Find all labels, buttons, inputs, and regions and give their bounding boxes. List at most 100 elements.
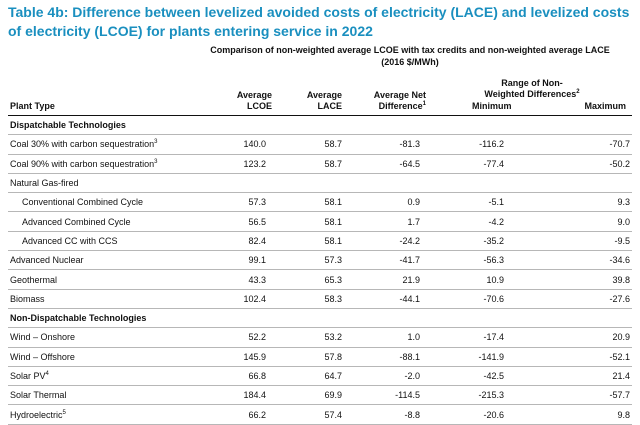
- maximum-difference-cell: -9.5: [532, 231, 633, 252]
- table-header-row: Plant Type Average LCOE Average LACE Avera…: [8, 72, 633, 116]
- plant-type-cell: Solar Thermal: [8, 385, 204, 406]
- maximum-difference-cell: -70.7: [532, 134, 633, 155]
- footnote-marker: 5: [62, 409, 66, 416]
- minimum-difference-cell: -4.2: [432, 211, 532, 232]
- col-header-range: Range of Non- Weighted Differences2 Mini…: [432, 72, 633, 116]
- minimum-difference-cell: -35.2: [432, 231, 532, 252]
- plant-type-cell: Advanced Nuclear: [8, 250, 204, 271]
- minimum-difference-cell: -77.4: [432, 154, 532, 174]
- col-header-minimum: Minimum: [472, 101, 512, 111]
- average-net-difference-cell: 1.7: [348, 211, 432, 232]
- plant-type-label: Conventional Combined Cycle: [22, 197, 144, 208]
- maximum-difference-cell: 9.0: [532, 211, 633, 232]
- minimum-difference-cell: 10.9: [432, 269, 532, 290]
- minimum-difference-cell: -5.1: [432, 192, 532, 213]
- minimum-difference-cell: -141.9: [432, 347, 532, 367]
- average-lcoe-cell: 123.2: [204, 154, 278, 174]
- minimum-difference-cell: -17.4: [432, 327, 532, 348]
- table-row: Biomass 102.4 58.3 -44.1 -70.6 -27.6: [8, 289, 633, 309]
- average-net-difference-cell: -81.3: [348, 134, 432, 155]
- average-lace-cell: 58.1: [278, 231, 348, 252]
- average-lace-cell: 53.2: [278, 327, 348, 348]
- average-lace-cell: [278, 115, 348, 136]
- section-header-row: Dispatchable Technologies: [8, 115, 633, 136]
- plant-type-label: Biomass: [10, 293, 45, 304]
- maximum-difference-cell: 9.3: [532, 192, 633, 213]
- plant-type-cell: Biomass: [8, 289, 204, 309]
- average-lace-cell: 57.8: [278, 347, 348, 367]
- plant-type-label: Coal 30% with carbon sequestration: [10, 139, 155, 150]
- col-header-average-lace: Average LACE: [278, 72, 348, 116]
- maximum-difference-cell: [532, 308, 633, 329]
- plant-type-cell: Wind – Offshore: [8, 347, 204, 367]
- average-lace-cell: 58.1: [278, 192, 348, 213]
- average-net-difference-cell: -64.5: [348, 154, 432, 174]
- plant-type-cell: Geothermal: [8, 269, 204, 290]
- maximum-difference-cell: 39.8: [532, 269, 633, 290]
- minimum-difference-cell: [432, 173, 532, 194]
- average-net-difference-cell: 0.9: [348, 192, 432, 213]
- average-lcoe-cell: [204, 115, 278, 136]
- comparison-header: Comparison of non-weighted average LCOE …: [190, 44, 630, 68]
- average-lcoe-cell: 66.2: [204, 404, 278, 425]
- plant-type-cell: Hydroelectric5: [8, 404, 204, 425]
- minimum-difference-cell: -56.3: [432, 250, 532, 271]
- plant-type-cell: Solar PV4: [8, 366, 204, 387]
- average-lcoe-cell: 102.4: [204, 289, 278, 309]
- plant-type-label: Natural Gas-fired: [10, 178, 79, 189]
- minimum-difference-cell: -20.6: [432, 404, 532, 425]
- plant-type-label: Advanced Combined Cycle: [22, 216, 131, 227]
- plant-type-cell: Natural Gas-fired: [8, 173, 204, 194]
- average-lace-cell: [278, 173, 348, 194]
- table-row: Wind – Offshore 145.9 57.8 -88.1 -141.9 -52.1: [8, 347, 633, 367]
- footnote-marker: 2: [576, 89, 580, 95]
- average-net-difference-cell: -2.0: [348, 366, 432, 387]
- plant-type-label: Non-Dispatchable Technologies: [10, 313, 147, 324]
- table-row: Hydroelectric5 66.2 57.4 -8.8 -20.6 9.8: [8, 404, 633, 425]
- plant-type-label: Solar Thermal: [10, 390, 67, 401]
- maximum-difference-cell: -52.1: [532, 347, 633, 367]
- document-page: Table 4b: Difference between levelized a…: [8, 4, 633, 425]
- maximum-difference-cell: 20.9: [532, 327, 633, 348]
- average-lace-cell: 64.7: [278, 366, 348, 387]
- average-lcoe-cell: 184.4: [204, 385, 278, 406]
- average-lcoe-cell: 56.5: [204, 211, 278, 232]
- average-lace-cell: 65.3: [278, 269, 348, 290]
- maximum-difference-cell: 9.8: [532, 404, 633, 425]
- average-lcoe-cell: 82.4: [204, 231, 278, 252]
- average-net-difference-cell: [348, 308, 432, 329]
- table-row: Wind – Onshore 52.2 53.2 1.0 -17.4 20.9: [8, 327, 633, 348]
- footnote-marker: 3: [154, 158, 158, 165]
- footnote-marker: 3: [154, 139, 158, 146]
- comparison-header-units: (2016 $/MWh): [381, 57, 439, 67]
- average-lace-cell: 58.7: [278, 154, 348, 174]
- maximum-difference-cell: -27.6: [532, 289, 633, 309]
- average-lcoe-cell: [204, 308, 278, 329]
- plant-type-label: Solar PV: [10, 371, 46, 381]
- plant-type-cell: Coal 90% with carbon sequestration3: [8, 154, 204, 174]
- average-net-difference-cell: [348, 115, 432, 136]
- minimum-difference-cell: -215.3: [432, 385, 532, 406]
- table-row: Advanced Combined Cycle 56.5 58.1 1.7 -4.2 9.…: [8, 211, 633, 232]
- average-net-difference-cell: [348, 173, 432, 194]
- average-net-difference-cell: -114.5: [348, 385, 432, 406]
- range-header-line1: Range of Non-: [501, 78, 563, 88]
- minimum-difference-cell: -116.2: [432, 134, 532, 155]
- average-lace-cell: 57.3: [278, 250, 348, 271]
- col-header-average-lcoe: Average LCOE: [204, 72, 278, 116]
- plant-type-label: Wind – Offshore: [10, 351, 75, 362]
- minimum-difference-cell: -70.6: [432, 289, 532, 309]
- average-lace-cell: 58.7: [278, 134, 348, 155]
- table-row: Conventional Combined Cycle 57.3 58.1 0.9 -5…: [8, 192, 633, 213]
- plant-type-cell: Advanced CC with CCS: [8, 231, 204, 252]
- minimum-difference-cell: [432, 115, 532, 136]
- col-header-average-net-difference: Average Net Difference1: [348, 72, 432, 116]
- plant-type-label: Dispatchable Technologies: [10, 120, 126, 131]
- range-header-line2: Weighted Differences: [484, 89, 577, 99]
- average-lcoe-cell: 145.9: [204, 347, 278, 367]
- maximum-difference-cell: -50.2: [532, 154, 633, 174]
- maximum-difference-cell: -34.6: [532, 250, 633, 271]
- average-lace-cell: 58.1: [278, 211, 348, 232]
- plant-type-cell: Coal 30% with carbon sequestration3: [8, 134, 204, 155]
- plant-type-label: Advanced Nuclear: [10, 255, 84, 266]
